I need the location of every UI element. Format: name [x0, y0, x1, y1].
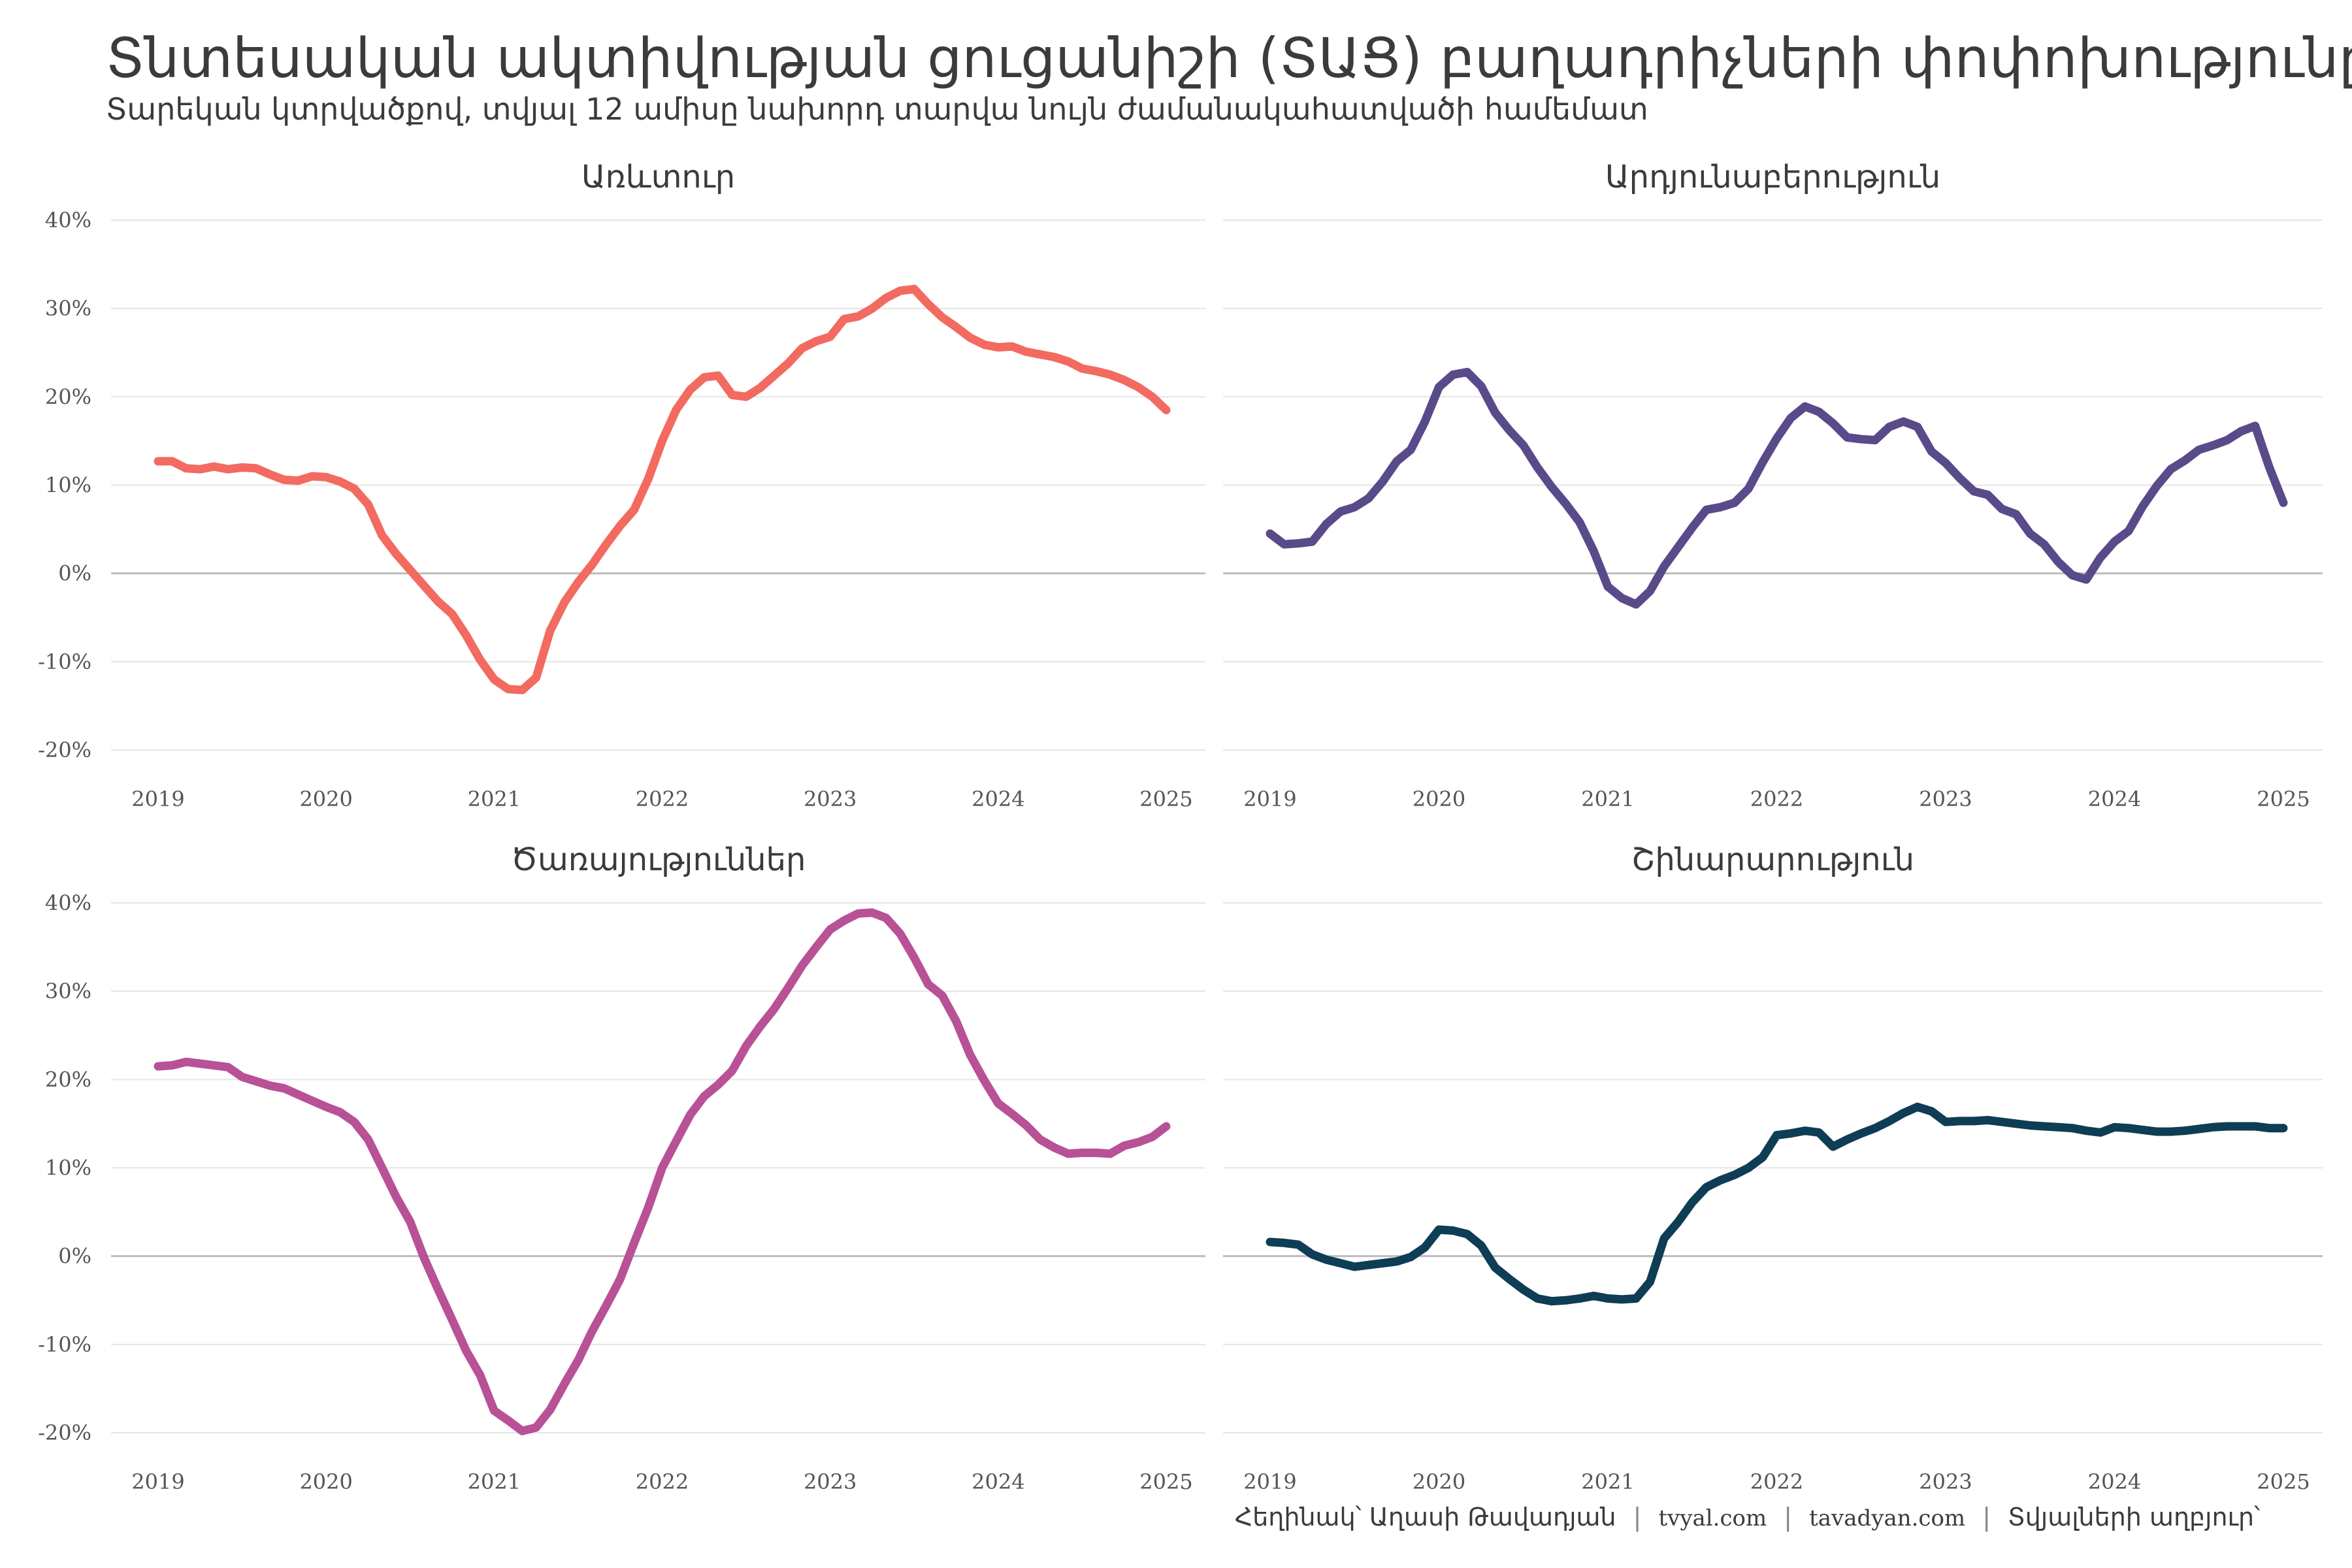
series-line [154, 284, 1171, 694]
y-tick-label: 20% [45, 384, 91, 409]
x-tick-label: 2022 [1750, 787, 1803, 811]
x-tick-label: 2021 [1581, 1469, 1634, 1494]
x-tick-label: 2023 [804, 1469, 857, 1494]
panel-title: Առևտուր [581, 159, 735, 195]
x-tick-label: 2021 [468, 1469, 521, 1494]
panel-title: Շինարարություն [1631, 841, 1914, 878]
caption-separator: | [1982, 1503, 1991, 1531]
x-tick-label: 2020 [1413, 787, 1465, 811]
x-tick-label: 2023 [1919, 787, 1972, 811]
x-tick-label: 2021 [1581, 787, 1634, 811]
x-tick-label: 2025 [2257, 1469, 2310, 1494]
panel-3: -20% -10% 0% 10% 20% 30% 40% 2019 2020 2021 2022 20… [38, 841, 1205, 1494]
x-tick-label: 2020 [1413, 1469, 1465, 1494]
caption: Հեղինակ՝ Աղասի Թավադյան | tvyal.com | tavady… [1235, 1503, 2260, 1531]
caption-source: Տվյալների աղբյուր՝ [2008, 1503, 2261, 1531]
y-tick-label: 0% [58, 561, 91, 586]
panel-title: Ծառայություններ [511, 841, 806, 878]
caption-separator: | [1633, 1503, 1642, 1531]
y-tick-label: -20% [38, 1420, 91, 1445]
y-tick-label: -10% [38, 649, 91, 674]
x-tick-label: 2025 [1139, 787, 1192, 811]
y-tick-label: -10% [38, 1332, 91, 1357]
y-tick-label: -20% [38, 738, 91, 762]
x-tick-label: 2021 [468, 787, 521, 811]
caption-site-tvyal: tvyal.com [1658, 1505, 1767, 1531]
x-tick-label: 2025 [1139, 1469, 1192, 1494]
y-tick-label: 0% [58, 1244, 91, 1269]
x-tick-label: 2023 [1919, 1469, 1972, 1494]
panel-2: 2019 2020 2021 2022 2023 2024 2025 Արդյունաբերո… [1223, 159, 2323, 811]
x-tick-label: 2020 [299, 1469, 352, 1494]
series-line [154, 908, 1171, 1435]
x-tick-label: 2019 [1243, 1469, 1296, 1494]
x-tick-label: 2022 [636, 1469, 689, 1494]
y-tick-label: 30% [45, 296, 91, 321]
chart-subtitle: Տարեկան կտրվածքով, տվյալ 12 ամիսը նախորդ… [106, 91, 1648, 127]
y-tick-label: 20% [45, 1067, 91, 1092]
x-tick-label: 2022 [1750, 1469, 1803, 1494]
x-tick-label: 2019 [131, 787, 184, 811]
x-tick-label: 2024 [2088, 1469, 2141, 1494]
x-tick-label: 2022 [636, 787, 689, 811]
x-tick-label: 2024 [972, 1469, 1024, 1494]
y-tick-label: 40% [45, 890, 91, 915]
caption-site-tavadyan: tavadyan.com [1809, 1505, 1966, 1531]
panel-title: Արդյունաբերություն [1605, 159, 1940, 195]
series-line [1266, 368, 2288, 609]
x-tick-label: 2019 [1243, 787, 1296, 811]
x-tick-label: 2020 [299, 787, 352, 811]
series-line [1266, 1102, 2288, 1306]
x-tick-label: 2023 [804, 787, 857, 811]
x-tick-label: 2025 [2257, 787, 2310, 811]
y-tick-label: 10% [45, 473, 91, 498]
y-tick-label: 30% [45, 979, 91, 1004]
chart-title: Տնտեսական ակտիվության ցուցանիշի (ՏԱՑ) բա… [106, 26, 2352, 90]
x-tick-label: 2019 [131, 1469, 184, 1494]
y-tick-label: 10% [45, 1156, 91, 1181]
x-tick-label: 2024 [2088, 787, 2141, 811]
caption-separator: | [1784, 1503, 1793, 1531]
panel-4: 2019 2020 2021 2022 2023 2024 2025 Շինարարությո… [1223, 841, 2323, 1494]
caption-author: Հեղինակ՝ Աղասի Թավադյան [1235, 1503, 1616, 1531]
x-tick-label: 2024 [972, 787, 1024, 811]
panel-1: -20% -10% 0% 10% 20% 30% 40% 2019 2020 2021 2022 20… [38, 159, 1205, 811]
y-tick-label: 40% [45, 208, 91, 233]
